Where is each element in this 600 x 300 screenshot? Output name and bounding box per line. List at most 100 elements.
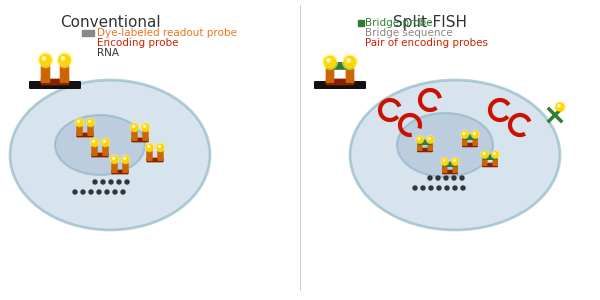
FancyBboxPatch shape <box>112 161 118 173</box>
Circle shape <box>43 57 46 60</box>
Circle shape <box>453 186 457 190</box>
Circle shape <box>452 158 458 164</box>
Circle shape <box>472 131 478 137</box>
FancyBboxPatch shape <box>29 81 81 89</box>
FancyBboxPatch shape <box>482 156 487 166</box>
Circle shape <box>482 152 488 158</box>
Circle shape <box>133 125 134 127</box>
Circle shape <box>418 138 420 140</box>
Circle shape <box>97 190 101 194</box>
FancyBboxPatch shape <box>122 161 128 173</box>
Circle shape <box>77 120 80 122</box>
Circle shape <box>124 158 125 159</box>
Circle shape <box>460 176 464 180</box>
Circle shape <box>427 136 433 142</box>
Circle shape <box>445 186 449 190</box>
FancyBboxPatch shape <box>326 66 334 83</box>
Circle shape <box>413 186 417 190</box>
Circle shape <box>444 176 448 180</box>
FancyBboxPatch shape <box>442 170 458 174</box>
FancyBboxPatch shape <box>91 153 109 158</box>
Circle shape <box>130 123 139 132</box>
Circle shape <box>481 151 488 158</box>
Circle shape <box>101 180 105 184</box>
FancyBboxPatch shape <box>60 64 70 83</box>
FancyBboxPatch shape <box>142 129 149 141</box>
Circle shape <box>122 156 129 163</box>
FancyBboxPatch shape <box>482 163 498 167</box>
Circle shape <box>421 186 425 190</box>
Circle shape <box>131 124 138 131</box>
Circle shape <box>148 146 149 147</box>
FancyBboxPatch shape <box>146 149 153 161</box>
Circle shape <box>437 186 441 190</box>
Circle shape <box>441 158 449 165</box>
Circle shape <box>443 160 445 161</box>
Circle shape <box>76 119 83 126</box>
FancyBboxPatch shape <box>102 144 109 156</box>
FancyBboxPatch shape <box>443 161 457 167</box>
Circle shape <box>109 180 113 184</box>
Text: Pair of encoding probes: Pair of encoding probes <box>365 38 488 48</box>
FancyBboxPatch shape <box>326 62 353 70</box>
Circle shape <box>429 186 433 190</box>
FancyBboxPatch shape <box>427 141 433 151</box>
FancyBboxPatch shape <box>91 144 98 156</box>
FancyBboxPatch shape <box>131 138 149 142</box>
Circle shape <box>344 56 356 68</box>
FancyBboxPatch shape <box>314 81 366 89</box>
FancyBboxPatch shape <box>483 154 497 160</box>
Circle shape <box>472 130 479 138</box>
Circle shape <box>427 136 434 143</box>
Circle shape <box>442 158 448 164</box>
Circle shape <box>492 152 498 158</box>
Circle shape <box>89 120 91 122</box>
Circle shape <box>454 160 455 161</box>
Text: Bridge sequence: Bridge sequence <box>365 28 452 38</box>
Circle shape <box>343 55 358 70</box>
Text: RNA: RNA <box>97 48 119 58</box>
Circle shape <box>89 190 93 194</box>
FancyBboxPatch shape <box>462 136 467 146</box>
Circle shape <box>483 153 485 154</box>
Circle shape <box>59 55 70 66</box>
FancyBboxPatch shape <box>41 79 70 86</box>
Circle shape <box>494 153 496 154</box>
Text: Bridge probe: Bridge probe <box>365 18 433 28</box>
Circle shape <box>61 57 65 60</box>
Circle shape <box>75 118 84 127</box>
FancyBboxPatch shape <box>417 141 422 151</box>
Circle shape <box>156 143 165 152</box>
Circle shape <box>125 180 129 184</box>
Circle shape <box>558 105 560 107</box>
Circle shape <box>113 190 117 194</box>
Circle shape <box>473 133 475 134</box>
Circle shape <box>491 151 499 158</box>
Circle shape <box>111 156 118 163</box>
FancyBboxPatch shape <box>462 143 478 147</box>
Circle shape <box>451 158 459 165</box>
Circle shape <box>146 144 153 151</box>
Circle shape <box>463 133 465 134</box>
FancyBboxPatch shape <box>417 148 433 152</box>
Ellipse shape <box>55 115 145 175</box>
Circle shape <box>325 56 336 68</box>
FancyBboxPatch shape <box>493 156 498 166</box>
Circle shape <box>117 180 121 184</box>
Circle shape <box>461 186 465 190</box>
Ellipse shape <box>397 113 493 177</box>
Circle shape <box>145 143 154 152</box>
Circle shape <box>142 124 149 131</box>
Circle shape <box>347 58 350 62</box>
Circle shape <box>101 138 110 147</box>
FancyBboxPatch shape <box>418 140 432 145</box>
Text: Dye-labeled readout probe: Dye-labeled readout probe <box>97 28 237 38</box>
Circle shape <box>158 146 161 147</box>
FancyBboxPatch shape <box>76 124 83 136</box>
FancyBboxPatch shape <box>452 163 458 173</box>
Text: Conventional: Conventional <box>59 15 160 30</box>
Circle shape <box>157 144 164 151</box>
FancyBboxPatch shape <box>131 129 138 141</box>
Circle shape <box>141 123 150 132</box>
Circle shape <box>121 190 125 194</box>
